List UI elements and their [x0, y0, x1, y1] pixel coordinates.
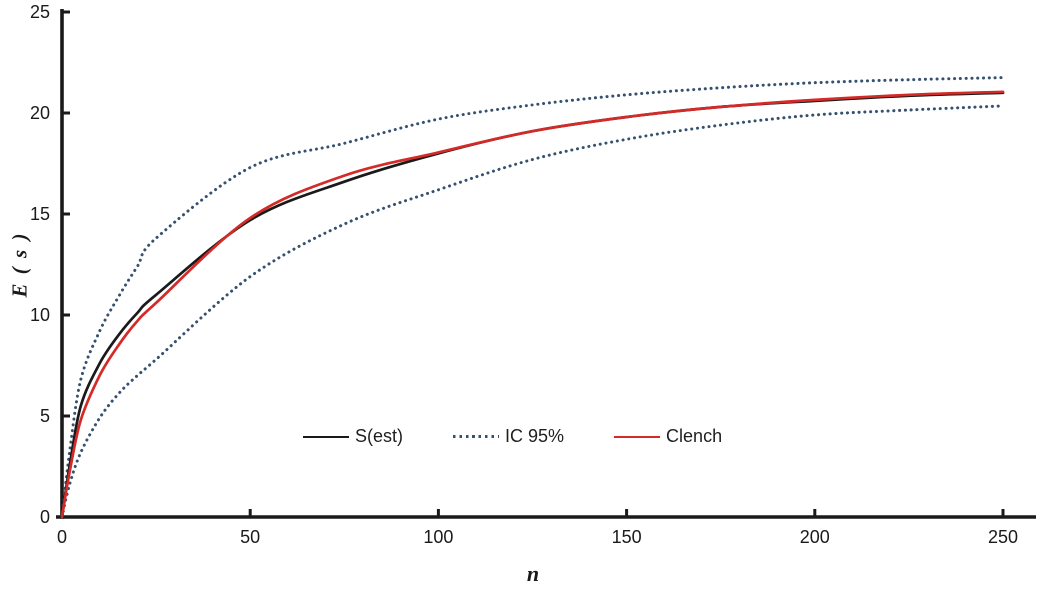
series-line-s-est-: [60, 91, 1005, 519]
x-tick-label: 50: [240, 527, 260, 547]
y-tick-label: 15: [30, 204, 50, 224]
x-tick-label: 200: [800, 527, 830, 547]
series-line-clench: [60, 90, 1005, 519]
series-line-ic-95-lower: [60, 104, 1005, 519]
legend-label-ic95: IC 95%: [505, 426, 565, 446]
legend-label-clench: Clench: [666, 426, 723, 446]
legend-item-clench: Clench: [614, 426, 722, 447]
y-tick-label: 25: [30, 2, 50, 22]
sest-line-swatch-icon: [303, 435, 349, 438]
series-line-ic-95-upper: [60, 76, 1005, 519]
y-tick-label: 10: [30, 305, 50, 325]
legend: S(est) IC 95% Clench: [303, 426, 722, 447]
y-tick-label: 5: [40, 406, 50, 426]
x-tick-label: 150: [612, 527, 642, 547]
legend-label-sest: S(est): [355, 426, 404, 446]
x-tick-label: 100: [423, 527, 453, 547]
legend-item-ic95: IC 95%: [453, 426, 564, 447]
clench-line-swatch-icon: [614, 435, 661, 438]
ic95-dotted-swatch-icon: [453, 435, 500, 438]
x-tick-label: 250: [988, 527, 1018, 547]
y-tick-label: 20: [30, 103, 50, 123]
legend-item-sest: S(est): [303, 426, 403, 447]
x-axis-title: n: [526, 561, 540, 586]
y-axis-title: E ( s ): [7, 231, 32, 298]
y-tick-label: 0: [40, 507, 50, 527]
x-tick-label: 0: [57, 527, 67, 547]
